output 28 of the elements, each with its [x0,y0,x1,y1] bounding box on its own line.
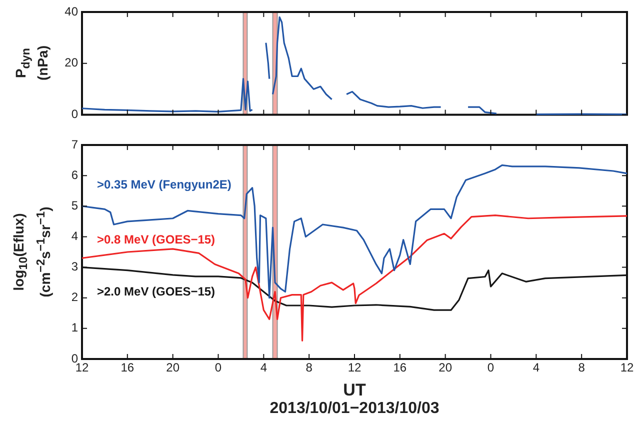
y-tick-label: 4 [71,229,78,244]
text: 2013/10/01−2013/10/03 [270,400,440,418]
x-tick-label: 16 [393,360,407,375]
x-tick-label: 20 [438,360,452,375]
y-tick-label: 0 [71,351,78,366]
series-label: >0.8 MeV (GOES−15) [97,232,216,246]
y-tick-label: 2 [71,290,78,304]
x-tick-label: 16 [120,360,134,375]
y-tick-label: 1 [71,320,78,335]
x-tick-label: 12 [620,360,634,375]
x-axis-title: UT [343,380,366,400]
y-tick-label: 0 [71,107,78,122]
x-tick-label: 8 [306,360,313,375]
x-tick-label: 20 [166,360,180,375]
x-tick-label: 0 [487,360,494,375]
y-tick-label: 20 [64,56,78,70]
x-tick-label: 4 [532,360,540,375]
y-tick-label: 7 [71,137,78,152]
y-tick-label: 40 [64,4,78,18]
x-tick-label: 4 [260,360,268,375]
x-tick-label: 0 [214,360,222,375]
series-label: >2.0 MeV (GOES−15) [97,284,216,299]
y-tick-label: 5 [71,198,78,212]
y-tick-label: 3 [71,260,78,274]
x-tick-label: 8 [578,360,586,375]
y-tick-label: 6 [71,168,78,182]
x-tick-label: 12 [348,360,362,375]
series-label: >0.35 MeV (Fengyun2E) [97,177,232,192]
